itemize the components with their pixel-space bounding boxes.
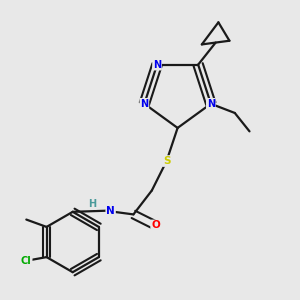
Text: N: N [207,99,215,109]
Text: S: S [163,156,170,166]
Text: N: N [140,99,148,109]
Text: N: N [106,206,115,216]
Text: N: N [153,60,161,70]
Text: O: O [151,220,160,230]
Text: Cl: Cl [21,256,32,266]
Text: H: H [88,199,96,209]
